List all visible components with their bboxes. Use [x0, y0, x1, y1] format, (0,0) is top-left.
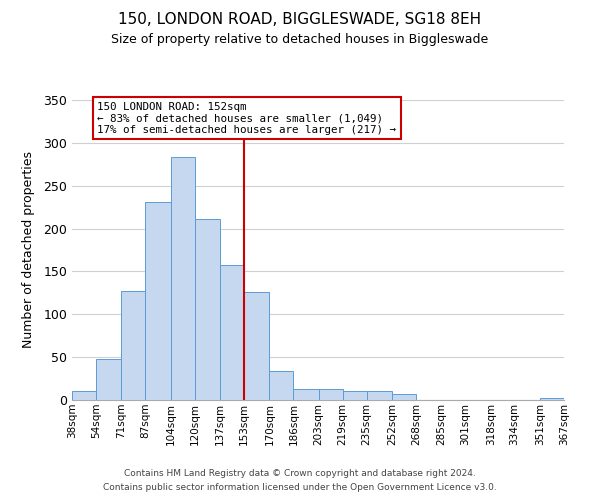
- Text: Contains HM Land Registry data © Crown copyright and database right 2024.: Contains HM Land Registry data © Crown c…: [124, 468, 476, 477]
- Bar: [343, 390, 367, 400]
- Bar: [367, 392, 392, 400]
- Bar: [293, 389, 319, 400]
- Bar: [220, 264, 244, 400]
- Bar: [96, 359, 121, 400]
- Text: 150 LONDON ROAD: 152sqm
← 83% of detached houses are smaller (1,049)
17% of semi: 150 LONDON ROAD: 152sqm ← 83% of detache…: [97, 102, 397, 135]
- Bar: [194, 219, 220, 400]
- Bar: [319, 389, 343, 400]
- Text: 150, LONDON ROAD, BIGGLESWADE, SG18 8EH: 150, LONDON ROAD, BIGGLESWADE, SG18 8EH: [118, 12, 482, 28]
- Bar: [392, 394, 416, 400]
- Text: Size of property relative to detached houses in Biggleswade: Size of property relative to detached ho…: [112, 32, 488, 46]
- Y-axis label: Number of detached properties: Number of detached properties: [22, 152, 35, 348]
- Bar: [540, 398, 564, 400]
- Bar: [121, 291, 145, 400]
- Text: Contains public sector information licensed under the Open Government Licence v3: Contains public sector information licen…: [103, 484, 497, 492]
- Bar: [170, 156, 194, 400]
- Bar: [72, 390, 96, 400]
- Bar: [244, 292, 269, 400]
- Bar: [145, 202, 170, 400]
- Bar: [269, 371, 293, 400]
